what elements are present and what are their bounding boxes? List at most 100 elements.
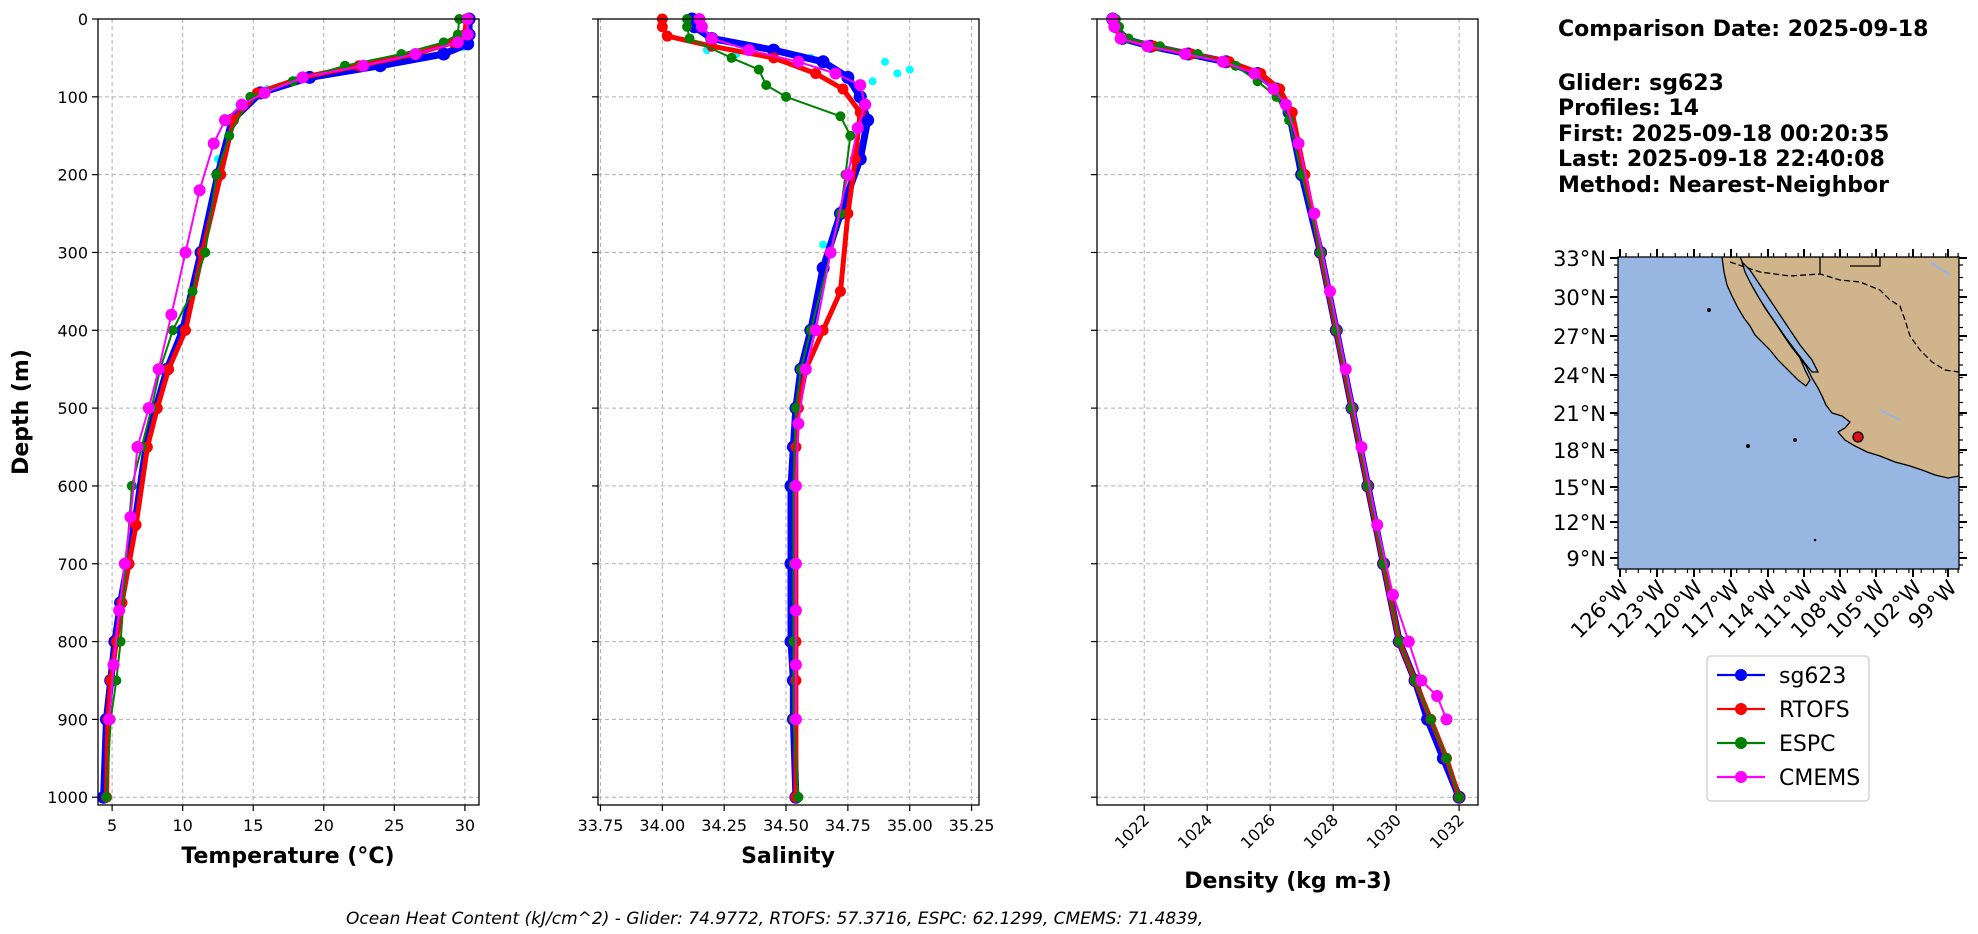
temperature-sg623-point <box>437 47 451 61</box>
salinity-cmems-point <box>841 168 854 181</box>
temperature-cmems-point <box>118 557 131 570</box>
salinity-cmems-point <box>854 79 867 92</box>
density-cmems-point <box>1292 137 1305 150</box>
salinity-rtofs-point <box>837 83 849 95</box>
temperature-cmems-point <box>152 363 165 376</box>
depth-tick-label: 600 <box>57 477 88 496</box>
state-line <box>1819 257 1881 274</box>
last-time: Last: 2025-09-18 22:40:08 <box>1558 147 1885 172</box>
salinity-espc-point <box>790 403 801 414</box>
density-cmems-line <box>1111 18 1448 720</box>
map-lat-label: 18°N <box>1553 439 1606 463</box>
density-cmems-point <box>1339 363 1352 376</box>
salinity-glider-point <box>893 69 902 78</box>
salinity-cmems-point <box>809 324 822 337</box>
legend-label: ESPC <box>1779 732 1836 757</box>
density-xtick-label: 1032 <box>1426 810 1468 852</box>
depth-tick-label: 1000 <box>47 788 88 807</box>
depth-tick-label: 400 <box>57 321 88 340</box>
salinity-sg623-point <box>816 55 830 69</box>
density-panel: 1022 1024 1026 1028 1030 1032 Density (kg m-3… <box>1091 12 1479 894</box>
temperature-xtick-label: 5 <box>107 816 117 835</box>
depth-tick-label: 500 <box>57 399 88 418</box>
density-xtick-label: 1028 <box>1300 810 1342 852</box>
ocean-heat-content-footer: Ocean Heat Content (kJ/cm^2) - Glider: 7… <box>346 909 1203 929</box>
map-lat-label: 30°N <box>1553 286 1606 310</box>
map-lat-label: 33°N <box>1553 247 1606 271</box>
salinity-xtick-label: 33.75 <box>578 816 624 835</box>
depth-tick-label: 700 <box>57 555 88 574</box>
density-cmems-point <box>1402 635 1415 648</box>
salinity-cmems-point <box>792 417 805 430</box>
salinity-glider-point <box>880 57 889 66</box>
salinity-glider-point <box>819 240 828 249</box>
legend-box <box>1706 655 1870 802</box>
temperature-cmems-point <box>219 114 231 127</box>
salinity-espc-point <box>753 64 764 75</box>
salinity-rtofs-point <box>656 21 668 33</box>
temperature-xlabel: Temperature (°C) <box>181 844 394 869</box>
density-cmems-point <box>1216 55 1229 68</box>
density-xlabel: Density (kg m-3) <box>1184 869 1392 894</box>
temperature-xtick-label: 10 <box>172 816 192 835</box>
legend-swatch-marker <box>1735 703 1747 715</box>
temperature-xtick-label: 15 <box>243 816 263 835</box>
island <box>1707 308 1711 312</box>
temperature-cmems-point <box>451 36 464 49</box>
salinity-rtofs-point <box>790 441 802 453</box>
salinity-espc-point <box>835 111 846 122</box>
temperature-cmems-point <box>142 402 155 415</box>
salinity-xtick-label: 34.75 <box>825 816 871 835</box>
salinity-glider-point <box>905 65 914 74</box>
density-espc-point <box>1425 714 1436 725</box>
temperature-cmems-point <box>296 71 309 84</box>
island <box>1793 438 1797 442</box>
density-axes-frame <box>1096 18 1479 806</box>
depth-tick-label: 300 <box>57 243 88 262</box>
location-map: 33°N30°N27°N24°N21°N18°N15°N12°N9°N126°W… <box>1553 247 1967 643</box>
legend-swatch-marker <box>1735 771 1747 783</box>
salinity-xtick-label: 34.00 <box>639 816 685 835</box>
density-xtick-label: 1024 <box>1174 810 1216 852</box>
salinity-espc-point <box>682 21 693 32</box>
depth-tick-label: 0 <box>78 10 88 29</box>
salinity-cmems-point <box>851 121 864 134</box>
density-cmems-point <box>1415 674 1428 687</box>
density-cmems-point <box>1324 285 1337 298</box>
temperature-xtick-label: 25 <box>384 816 404 835</box>
salinity-cmems-point <box>742 44 755 57</box>
temperature-cmems-point <box>357 59 370 72</box>
salinity-cmems-point <box>789 557 802 570</box>
temperature-cmems-point <box>179 246 192 259</box>
temperature-espc-point <box>101 792 112 803</box>
temperature-axes-frame <box>97 18 480 806</box>
glider-location-marker <box>1852 431 1864 443</box>
salinity-rtofs-point <box>834 285 846 297</box>
salinity-espc-point <box>788 636 799 647</box>
temperature-rtofs-point <box>163 363 175 375</box>
glider-name: Glider: sg623 <box>1558 71 1724 96</box>
salinity-cmems-point <box>799 363 812 376</box>
salinity-xlabel: Salinity <box>741 844 835 869</box>
island <box>1746 444 1750 448</box>
salinity-axes-frame <box>597 18 980 806</box>
density-espc-point <box>1441 753 1452 764</box>
temperature-cmems-point <box>193 184 206 197</box>
salinity-espc-point <box>793 792 804 803</box>
method: Method: Nearest-Neighbor <box>1558 173 1889 198</box>
depth-tick-label: 900 <box>57 710 88 729</box>
salinity-sg623-point <box>767 43 781 57</box>
temperature-cmems-point <box>103 713 116 726</box>
temperature-espc-point <box>187 286 198 297</box>
salinity-cmems-point <box>789 479 802 492</box>
river <box>1879 261 1951 421</box>
salinity-xtick-label: 35.25 <box>949 816 995 835</box>
density-cmems-point <box>1355 441 1368 454</box>
density-cmems-point <box>1267 83 1280 96</box>
temperature-espc-point <box>167 325 178 336</box>
legend-swatch-marker <box>1735 737 1747 749</box>
depth-ylabel: Depth (m) <box>9 349 34 475</box>
legend-label: sg623 <box>1779 664 1846 689</box>
density-xtick-label: 1030 <box>1363 810 1405 852</box>
